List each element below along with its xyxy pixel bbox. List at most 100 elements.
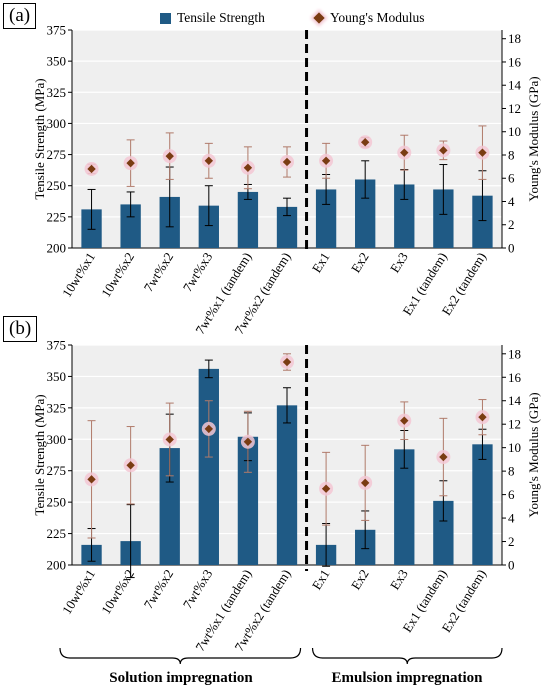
group-brackets (59, 647, 503, 665)
y-tick-label-right: 14 (508, 393, 522, 408)
y-tick-label-right: 4 (508, 194, 515, 209)
y-tick-label-right: 18 (508, 346, 521, 361)
legend-diamond-swatch (313, 12, 325, 24)
y-tick-label-left: 300 (47, 432, 67, 447)
category-label: 10wt%x1 (59, 250, 98, 300)
modulus-marker (360, 137, 370, 147)
category-label: Ex3 (387, 250, 411, 276)
bar (315, 189, 337, 248)
y-tick-label-left: 250 (47, 178, 67, 193)
category-label: 10wt%x2 (98, 250, 137, 300)
y-tick-label-left: 200 (47, 558, 67, 573)
bar (276, 206, 298, 248)
modulus-marker (282, 157, 292, 167)
group-label-emulsion: Emulsion impregnation (331, 670, 483, 686)
bar (198, 205, 219, 248)
category-label: Ex2 (348, 250, 372, 276)
y-tick-label-right: 2 (508, 217, 515, 232)
y-tick-label-left: 300 (47, 116, 67, 131)
modulus-marker (87, 164, 96, 174)
y-axis-title-right: Young's Modulus (GPa) (526, 76, 541, 201)
y-axis-title-left: Tensile Strength (MPa) (32, 394, 47, 515)
modulus-marker (282, 357, 292, 367)
modulus-marker (243, 437, 253, 446)
bar (472, 444, 493, 565)
y-tick-label-right: 6 (508, 487, 515, 502)
category-label: 7wt%x3 (180, 567, 216, 612)
y-tick-label-left: 275 (47, 147, 67, 162)
modulus-marker (439, 452, 448, 462)
y-tick-label-left: 375 (47, 23, 67, 38)
modulus-marker (165, 435, 174, 444)
legend-modulus-label: Young's Modulus (330, 10, 425, 25)
bar (198, 368, 219, 565)
group-label-solution: Solution impregnation (109, 670, 253, 686)
y-tick-label-left: 200 (47, 241, 67, 256)
bar (433, 189, 454, 248)
category-label: Ex1 (309, 567, 333, 593)
legend-tensile-label: Tensile Strength (177, 10, 265, 25)
y-tick-label-right: 0 (508, 558, 515, 573)
y-tick-label-right: 18 (508, 31, 521, 46)
y-tick-label-right: 12 (508, 417, 521, 432)
bar (159, 448, 180, 565)
category-label: 7wt%x2 (141, 567, 177, 612)
y-tick-label-right: 8 (508, 147, 515, 162)
bar (472, 195, 493, 248)
y-tick-label-right: 2 (508, 534, 515, 549)
category-label: 10wt%x1 (59, 567, 98, 617)
modulus-marker (321, 156, 331, 165)
y-tick-label-left: 225 (47, 209, 67, 224)
y-tick-label-left: 325 (47, 85, 67, 100)
panel-a-tag: (a) (3, 3, 37, 29)
y-tick-label-right: 10 (508, 124, 521, 139)
modulus-marker (439, 146, 448, 155)
legend-tensile: Tensile Strength (160, 10, 265, 26)
modulus-marker (126, 158, 135, 168)
modulus-marker (126, 461, 135, 470)
legend-bar-swatch (160, 12, 171, 24)
brace-solution (59, 647, 302, 665)
modulus-marker (165, 151, 174, 161)
y-tick-label-left: 275 (47, 463, 67, 478)
modulus-marker (478, 412, 487, 422)
modulus-marker (87, 475, 96, 484)
modulus-marker (321, 484, 331, 493)
bar (120, 204, 141, 248)
modulus-marker (400, 148, 409, 157)
bar (394, 184, 415, 248)
bar (394, 449, 415, 565)
modulus-marker (478, 148, 487, 157)
category-label: 10wt%x2 (98, 567, 137, 617)
category-label: 7wt%x3 (180, 250, 216, 295)
y-tick-label-left: 225 (47, 526, 67, 541)
brace-emulsion (311, 647, 503, 665)
bar (433, 500, 454, 565)
y-tick-label-right: 6 (508, 171, 515, 186)
y-tick-label-left: 325 (47, 400, 67, 415)
y-tick-label-left: 375 (47, 338, 67, 353)
modulus-marker (204, 424, 214, 434)
category-label: Ex3 (387, 567, 411, 593)
y-tick-label-left: 350 (47, 369, 67, 384)
y-tick-label-right: 0 (508, 241, 515, 256)
y-tick-label-right: 12 (508, 101, 521, 116)
y-tick-label-right: 14 (508, 78, 522, 93)
category-label: Ex1 (309, 250, 333, 276)
bar (237, 436, 259, 565)
panel-b-chart: 200 225 250 275 300 325 350 375 0 2 4 6 8 10 12 14 16 18 T… (32, 338, 541, 654)
y-axis-title-right: Young's Modulus (GPa) (526, 392, 541, 517)
panel-a-chart: 200 225 250 275 300 325 350 375 0 2 4 6 8 10 12 14 16 18 T… (32, 23, 541, 337)
modulus-marker (243, 163, 253, 172)
y-tick-label-right: 16 (508, 370, 522, 385)
y-tick-label-right: 16 (508, 54, 522, 69)
bar (355, 179, 376, 248)
modulus-marker (360, 478, 370, 488)
modulus-marker (204, 156, 214, 165)
y-axis-title-left: Tensile Strength (MPa) (32, 78, 47, 199)
category-label: 7wt%x2 (141, 250, 177, 295)
y-tick-label-left: 350 (47, 54, 67, 69)
bar (276, 405, 298, 565)
y-tick-label-right: 10 (508, 440, 521, 455)
